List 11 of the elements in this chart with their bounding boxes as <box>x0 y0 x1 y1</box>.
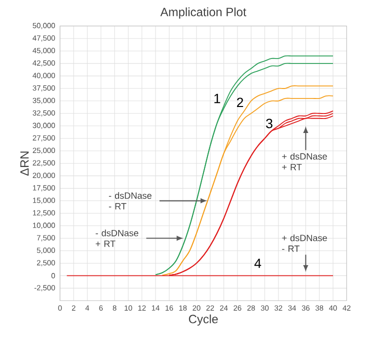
annotation: - dsDNase - RT <box>108 192 152 210</box>
y-axis-title: ΔRN <box>20 152 29 176</box>
annotation: - dsDNase + RT <box>96 230 138 247</box>
annotation: 4 <box>254 258 262 268</box>
annotation: 3 <box>266 118 272 128</box>
annotation: 1 <box>214 94 220 104</box>
annotation: + dsDNase + RT <box>282 152 327 170</box>
annotation: + dsDNase - RT <box>282 234 327 252</box>
chart-title: Amplication Plot <box>160 7 246 19</box>
annotation: 2 <box>236 98 244 108</box>
x-axis-title: Cycle <box>188 314 218 326</box>
